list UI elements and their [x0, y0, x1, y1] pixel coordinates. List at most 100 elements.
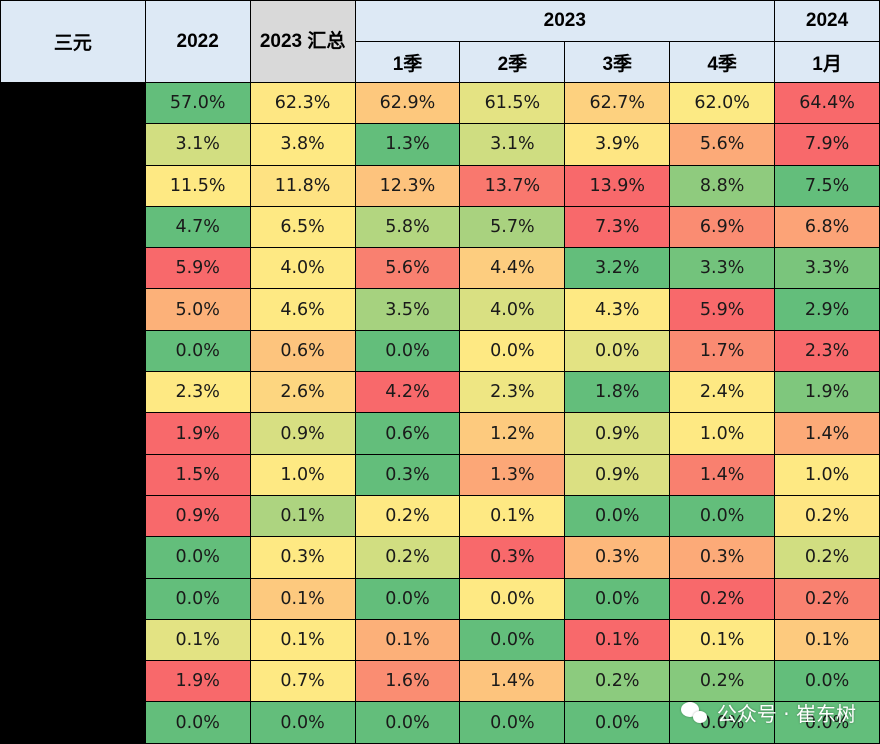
value-cell: 0.9% — [144, 494, 251, 538]
row-label-cell — [0, 494, 146, 538]
value-cell: 0.0% — [669, 494, 776, 538]
row-label-cell — [0, 288, 146, 331]
value-cell: 0.3% — [249, 536, 356, 579]
value-cell: 0.0% — [249, 701, 356, 744]
value-cell: 61.5% — [459, 81, 566, 125]
group-header-2023: 2023 — [354, 0, 776, 42]
watermark-text: 公众号 · 崔东树 — [716, 702, 856, 726]
value-cell: 4.0% — [249, 247, 356, 290]
value-cell: 5.9% — [144, 247, 251, 290]
value-cell: 3.8% — [249, 123, 356, 166]
table-row: 1.5% 1.0% 0.3% 1.3% 0.9% 1.4% 1.0% — [0, 453, 880, 496]
value-cell: 1.3% — [459, 453, 566, 496]
table-row: 1.9% 0.7% 1.6% 1.4% 0.2% 0.2% 0.0% — [0, 660, 880, 703]
value-cell: 7.9% — [774, 123, 880, 166]
col-header-2022: 2022 — [144, 0, 251, 83]
row-label-cell — [0, 618, 146, 662]
value-cell: 4.2% — [354, 371, 461, 414]
value-cell: 1.5% — [144, 453, 251, 496]
value-cell: 62.0% — [669, 81, 776, 125]
table-row: 1.9% 0.9% 0.6% 1.2% 0.9% 1.0% 1.4% — [0, 412, 880, 455]
row-label-cell — [0, 412, 146, 455]
value-cell: 1.9% — [774, 371, 880, 414]
value-cell: 1.4% — [459, 660, 566, 703]
value-cell: 0.1% — [669, 618, 776, 662]
value-cell: 0.2% — [774, 577, 880, 620]
value-cell: 0.1% — [774, 618, 880, 662]
row-label-cell — [0, 701, 146, 744]
value-cell: 0.1% — [459, 494, 566, 538]
value-cell: 4.0% — [459, 288, 566, 331]
value-cell: 0.0% — [459, 618, 566, 662]
value-cell: 0.1% — [249, 577, 356, 620]
col-header-jan: 1月 — [774, 41, 880, 83]
value-cell: 0.0% — [459, 577, 566, 620]
value-cell: 0.0% — [774, 660, 880, 703]
value-cell: 0.1% — [144, 618, 251, 662]
value-cell: 2.6% — [249, 371, 356, 414]
value-cell: 5.6% — [669, 123, 776, 166]
value-cell: 1.0% — [774, 453, 880, 496]
value-cell: 0.9% — [564, 412, 671, 455]
table-row: 0.0% 0.6% 0.0% 0.0% 0.0% 1.7% 2.3% — [0, 329, 880, 373]
value-cell: 1.8% — [564, 371, 671, 414]
value-cell: 0.0% — [459, 701, 566, 744]
table-row: 3.1% 3.8% 1.3% 3.1% 3.9% 5.6% 7.9% — [0, 123, 880, 166]
value-cell: 2.3% — [459, 371, 566, 414]
table-row: 0.0% 0.3% 0.2% 0.3% 0.3% 0.3% 0.2% — [0, 536, 880, 579]
value-cell: 0.2% — [354, 536, 461, 579]
row-label-cell — [0, 371, 146, 414]
value-cell: 1.0% — [249, 453, 356, 496]
watermark: 公众号 · 崔东树 — [680, 698, 856, 727]
value-cell: 0.1% — [564, 618, 671, 662]
value-cell: 13.9% — [564, 164, 671, 207]
value-cell: 3.2% — [564, 247, 671, 290]
value-cell: 2.4% — [669, 371, 776, 414]
value-cell: 1.9% — [144, 412, 251, 455]
row-label-cell — [0, 123, 146, 166]
value-cell: 0.6% — [249, 329, 356, 373]
col-header-2023-total: 2023 汇总 — [249, 0, 356, 83]
value-cell: 6.5% — [249, 205, 356, 249]
table-row: 5.9% 4.0% 5.6% 4.4% 3.2% 3.3% 3.3% — [0, 247, 880, 290]
value-cell: 0.0% — [354, 577, 461, 620]
value-cell: 5.0% — [144, 288, 251, 331]
value-cell: 3.3% — [774, 247, 880, 290]
value-cell: 0.0% — [564, 577, 671, 620]
value-cell: 3.5% — [354, 288, 461, 331]
value-cell: 1.6% — [354, 660, 461, 703]
value-cell: 62.3% — [249, 81, 356, 125]
value-cell: 7.3% — [564, 205, 671, 249]
value-cell: 1.0% — [669, 412, 776, 455]
value-cell: 5.6% — [354, 247, 461, 290]
value-cell: 4.7% — [144, 205, 251, 249]
value-cell: 2.9% — [774, 288, 880, 331]
value-cell: 3.1% — [144, 123, 251, 166]
value-cell: 5.8% — [354, 205, 461, 249]
value-cell: 0.0% — [774, 701, 880, 744]
value-cell: 0.0% — [144, 329, 251, 373]
corner-header: 三元 — [0, 0, 146, 83]
value-cell: 0.3% — [564, 536, 671, 579]
wechat-icon — [680, 701, 709, 724]
value-cell: 0.1% — [249, 618, 356, 662]
value-cell: 12.3% — [354, 164, 461, 207]
value-cell: 0.1% — [249, 494, 356, 538]
value-cell: 5.7% — [459, 205, 566, 249]
value-cell: 8.8% — [669, 164, 776, 207]
value-cell: 0.2% — [774, 536, 880, 579]
value-cell: 0.0% — [564, 701, 671, 744]
value-cell: 0.3% — [669, 536, 776, 579]
value-cell: 0.0% — [144, 536, 251, 579]
value-cell: 0.0% — [354, 701, 461, 744]
value-cell: 0.9% — [564, 453, 671, 496]
row-label-cell — [0, 329, 146, 373]
value-cell: 1.4% — [669, 453, 776, 496]
table-row: 4.7% 6.5% 5.8% 5.7% 7.3% 6.9% 6.8% — [0, 205, 880, 249]
value-cell: 64.4% — [774, 81, 880, 125]
table-row: 11.5% 11.8% 12.3% 13.7% 13.9% 8.8% 7.5% — [0, 164, 880, 207]
row-label-cell — [0, 453, 146, 496]
col-header-q2: 2季 — [459, 41, 566, 83]
value-cell: 57.0% — [144, 81, 251, 125]
